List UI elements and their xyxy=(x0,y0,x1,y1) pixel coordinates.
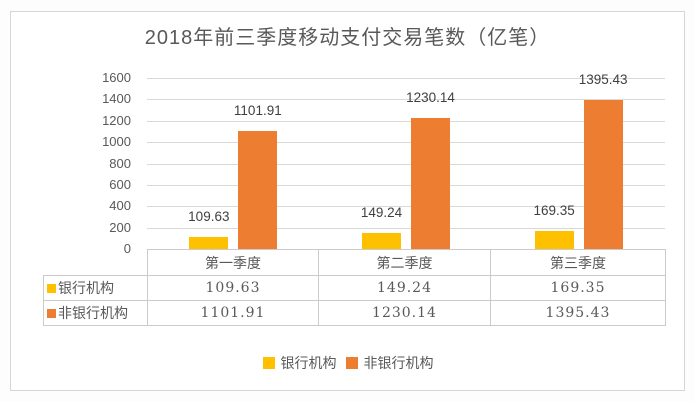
gridline-1000 xyxy=(147,142,665,144)
table-value-bank-q2: 149.24 xyxy=(318,275,491,301)
data-label-non-bank-q2: 1230.14 xyxy=(406,89,455,105)
y-axis-tick-label: 400 xyxy=(109,198,131,214)
gridline-1600 xyxy=(147,78,665,79)
bar-bank-q3 xyxy=(534,230,574,249)
gridline-1400 xyxy=(147,99,665,101)
legend-key-icon-bank xyxy=(262,357,275,369)
y-axis-tick-label: 1400 xyxy=(102,91,131,107)
table-header-q3: 第三季度 xyxy=(490,249,666,276)
data-label-bank-q3: 169.35 xyxy=(533,202,575,218)
table-row-label-non-bank: 非银行机构 xyxy=(43,300,148,326)
y-axis-tick-label: 1200 xyxy=(102,112,131,128)
table-header-q2: 第二季度 xyxy=(318,249,491,276)
series-name-non-bank: 非银行机构 xyxy=(58,305,128,321)
bar-bank-q1 xyxy=(189,237,229,249)
y-axis-tick-label: 600 xyxy=(109,176,131,192)
gridline-600 xyxy=(147,184,665,186)
data-label-non-bank-q3: 1395.43 xyxy=(578,71,628,87)
bar-bank-q2 xyxy=(362,233,401,249)
data-label-non-bank-q1: 1101.91 xyxy=(233,103,282,119)
legend-key-icon-non-bank xyxy=(345,357,358,369)
y-axis-tick-label: 1000 xyxy=(102,134,131,150)
bar-non-bank-q3 xyxy=(583,99,623,249)
gridline-400 xyxy=(147,206,665,208)
gridline-200 xyxy=(147,227,665,229)
chart-frame xyxy=(10,11,685,391)
data-label-bank-q1: 109.63 xyxy=(188,209,230,225)
y-axis-tick-label: 800 xyxy=(109,155,131,171)
series-key-icon-bank xyxy=(47,283,56,293)
legend-label-non-bank: 非银行机构 xyxy=(363,355,434,371)
chart-title: 2018年前三季度移动支付交易笔数（亿笔） xyxy=(144,27,551,49)
table-row-label-bank: 银行机构 xyxy=(43,275,148,301)
bar-non-bank-q1 xyxy=(238,131,278,249)
y-axis-tick-label: 1600 xyxy=(102,70,131,85)
bar-non-bank-q2 xyxy=(411,117,450,249)
legend-label-bank: 银行机构 xyxy=(280,355,337,371)
series-name-bank: 银行机构 xyxy=(58,280,114,296)
table-value-bank-q3: 169.35 xyxy=(490,275,666,301)
table-value-non-bank-q2: 1230.14 xyxy=(318,300,491,326)
legend-item-bank: 银行机构 xyxy=(262,353,337,373)
table-value-non-bank-q3: 1395.43 xyxy=(490,300,666,326)
gridline-800 xyxy=(147,163,665,165)
table-value-non-bank-q1: 1101.91 xyxy=(147,300,319,326)
data-label-bank-q2: 149.24 xyxy=(360,205,403,221)
gridline-1200 xyxy=(147,120,665,122)
y-axis-tick-label: 0 xyxy=(123,241,131,256)
table-value-bank-q1: 109.63 xyxy=(147,275,319,301)
y-axis-tick-label: 200 xyxy=(109,219,131,235)
legend: 银行机构 非银行机构 xyxy=(11,354,685,372)
series-key-icon-non-bank xyxy=(47,308,56,318)
legend-item-non-bank: 非银行机构 xyxy=(345,353,434,373)
table-header-q1: 第一季度 xyxy=(147,249,319,276)
